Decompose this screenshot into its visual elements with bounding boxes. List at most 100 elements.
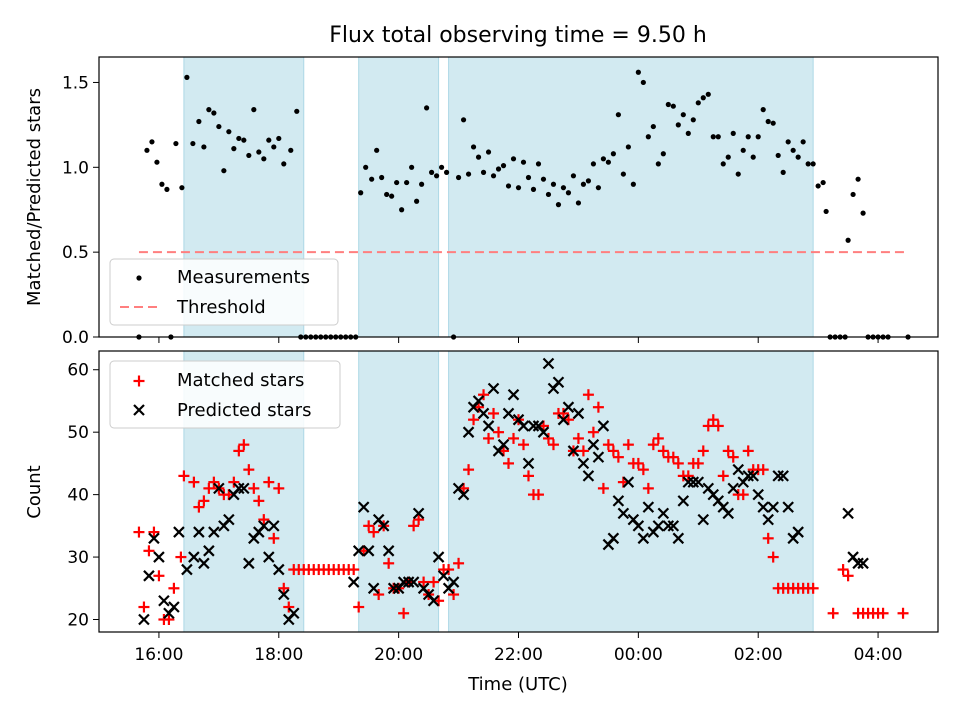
measurement-point — [144, 147, 150, 153]
predicted-star-point — [497, 438, 510, 451]
matched-star-point — [243, 464, 255, 476]
measurement-point — [369, 176, 375, 182]
measurement-point — [510, 156, 517, 162]
predicted-star-point-b — [203, 545, 215, 557]
predicted-star-point-b — [527, 420, 540, 432]
predicted-star-point-b — [522, 457, 535, 470]
matched-star-point — [413, 514, 425, 526]
predicted-star-point-b — [772, 470, 784, 482]
predicted-star-point-b — [143, 570, 155, 582]
predicted-star-point — [203, 545, 215, 557]
measurement-point — [266, 137, 272, 143]
predicted-star-point-b — [263, 551, 275, 563]
predicted-star-point — [432, 551, 445, 563]
predicted-star-point — [263, 551, 275, 563]
predicted-star-point-b — [357, 501, 370, 513]
matched-star-point — [582, 389, 594, 401]
matched-star-point — [503, 457, 515, 469]
predicted-star-point-b — [188, 551, 200, 563]
matched-star-point — [138, 601, 150, 613]
matched-star-point — [622, 439, 634, 451]
predicted-star-point-b — [687, 476, 700, 488]
predicted-star-point-b — [567, 445, 580, 457]
measurement-point — [690, 117, 696, 123]
predicted-star-point — [772, 470, 784, 482]
measurement-point — [570, 173, 577, 179]
measurement-point — [790, 147, 796, 153]
predicted-star-point-b — [842, 507, 854, 520]
predicted-star-point — [752, 488, 764, 501]
predicted-star-point — [682, 476, 695, 488]
predicted-star-point — [412, 507, 425, 520]
matched-star-point — [827, 607, 839, 619]
predicted-star-point — [193, 526, 205, 538]
measurement-point — [715, 134, 721, 140]
matched-star-point — [672, 457, 684, 469]
measurement-point — [424, 105, 430, 111]
measurement-point — [680, 112, 686, 118]
predicted-star-point-b — [632, 520, 645, 532]
measurement-point — [710, 134, 716, 140]
measurement-point — [540, 176, 547, 182]
measurement-point — [610, 151, 616, 157]
measurement-point — [635, 69, 641, 75]
predicted-star-point — [762, 513, 774, 526]
predicted-star-point — [642, 501, 655, 513]
measurement-point — [740, 147, 746, 153]
bottom-y-axis-label: Count — [24, 465, 45, 518]
measurement-point — [256, 149, 262, 155]
top-data-layer — [136, 69, 911, 340]
shaded-interval-2 — [448, 56, 814, 338]
measurement-point — [855, 176, 861, 182]
measurement-point — [730, 130, 736, 136]
measurement-point — [201, 144, 207, 150]
measurement-point — [276, 135, 282, 142]
measurement-point — [443, 169, 450, 175]
predicted-star-point-b — [672, 532, 685, 545]
matched-star-point — [258, 514, 270, 526]
predicted-star-point — [153, 551, 165, 563]
predicted-star-point — [181, 563, 193, 576]
predicted-star-point — [517, 420, 530, 432]
measurement-point — [433, 173, 440, 179]
measurement-point — [535, 161, 542, 167]
measurement-point — [470, 144, 477, 150]
predicted-star-point-b — [697, 513, 710, 526]
predicted-star-point — [577, 457, 590, 470]
matched-star-point — [488, 407, 500, 419]
predicted-star-point-b — [792, 526, 804, 538]
predicted-star-point-b — [517, 420, 530, 432]
measurement-point — [850, 191, 856, 198]
predicted-star-point-b — [782, 501, 794, 513]
measurement-point — [288, 147, 294, 153]
predicted-star-point — [732, 463, 745, 476]
bottom-xtick-label: 02:00 — [734, 645, 783, 665]
predicted-star-point — [447, 576, 460, 588]
measurement-point — [236, 135, 242, 142]
predicted-star-point-b — [362, 545, 375, 557]
predicted-star-point-b — [767, 501, 779, 513]
predicted-star-point-b — [243, 557, 255, 570]
predicted-star-point — [457, 488, 470, 501]
predicted-star-point — [357, 501, 370, 513]
measurement-point — [775, 152, 781, 159]
matched-star-point — [153, 570, 165, 582]
measurement-point — [725, 154, 731, 160]
measurement-point — [419, 181, 425, 187]
matched-star-point — [483, 432, 495, 444]
predicted-star-point — [582, 470, 595, 482]
predicted-star-point — [238, 482, 250, 495]
predicted-star-point — [208, 526, 220, 538]
predicted-star-point-b — [148, 532, 160, 545]
shaded-interval-2 — [448, 350, 814, 633]
top-shaded-intervals — [183, 56, 814, 338]
measurement-point — [845, 237, 851, 243]
measurement-point — [281, 161, 287, 167]
matched-star-point — [722, 445, 734, 457]
predicted-star-point — [572, 407, 585, 420]
predicted-star-point-b — [592, 451, 605, 463]
predicted-star-point-b — [347, 576, 360, 588]
measurement-point — [149, 139, 155, 145]
matched-star-point — [547, 439, 559, 451]
measurement-point — [460, 117, 467, 123]
